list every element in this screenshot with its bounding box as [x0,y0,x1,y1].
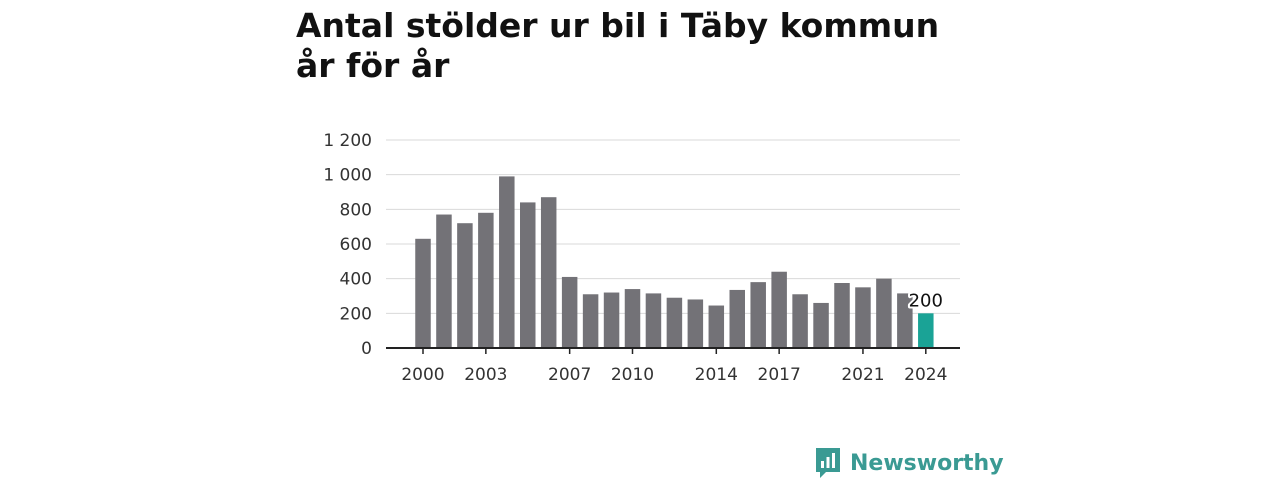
bar [645,293,662,348]
x-tick-label: 2000 [401,365,444,385]
x-tick-label: 2007 [548,365,591,385]
bar [520,202,536,348]
chart-title: Antal stölder ur bil i Täby kommun år fö… [296,6,940,85]
y-tick-label: 1 000 [323,166,372,186]
x-tick-label: 2017 [758,365,801,385]
bar [415,238,431,348]
data-label: 200 [909,290,943,311]
bar [729,289,745,348]
bar [771,271,787,348]
bar [834,283,850,348]
bar-chart: 0 200 400 600 800 1 000 1 200 2000 2003 2007 2010… [323,131,960,385]
y-tick-label: 200 [340,304,372,324]
x-tick-label: 2024 [904,365,947,385]
y-tick-label: 1 200 [323,131,372,151]
bars [415,176,934,348]
bar [499,176,515,348]
y-tick-label: 800 [340,200,372,220]
y-tick-label: 400 [340,270,372,290]
bar [792,294,808,348]
bar [603,292,620,348]
bar [708,305,725,348]
brand-name: Newsworthy [850,450,1004,476]
x-tick-label: 2014 [695,365,738,385]
bar [876,278,892,348]
brand-logo: Newsworthy [814,446,1004,480]
bar [540,197,557,348]
data-labels: 200 [907,288,945,313]
y-axis: 0 200 400 600 800 1 000 1 200 [323,131,372,359]
bar [666,297,683,348]
bar [855,287,871,348]
bar [897,293,913,348]
bar [624,289,641,348]
newsworthy-logo-icon [816,448,840,478]
bar [457,223,473,348]
x-tick-label: 2003 [464,365,507,385]
bar [436,214,452,348]
bar [918,313,934,348]
y-tick-label: 600 [340,235,372,255]
y-tick-label: 0 [361,339,372,359]
bar [750,282,766,348]
bar [813,302,829,348]
x-tick-label: 2010 [611,365,654,385]
bar [687,299,704,348]
bar [582,294,599,348]
bar [561,276,578,348]
bar [478,212,494,348]
x-axis: 2000 2003 2007 2010 2014 2017 2021 2024 [386,347,960,385]
x-tick-label: 2021 [841,365,884,385]
